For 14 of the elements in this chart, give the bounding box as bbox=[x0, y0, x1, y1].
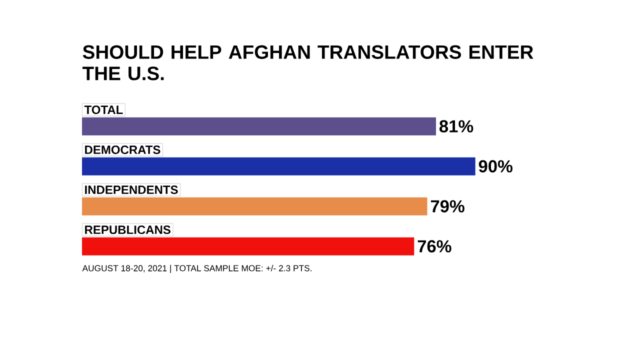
y-tick-label: INDEPENDENTS bbox=[85, 186, 178, 194]
data-label: 79% bbox=[430, 200, 464, 212]
data-label: 90% bbox=[478, 160, 512, 172]
chart-title: SHOULD HELP AFGHAN TRANSLATORS ENTER THE U.S. bbox=[82, 45, 534, 80]
y-tick-label: DEMOCRATS bbox=[85, 146, 160, 154]
y-tick-label: REPUBLICANS bbox=[85, 226, 170, 234]
data-label: 81% bbox=[439, 120, 474, 132]
bar bbox=[82, 237, 414, 256]
text: AUGUST 18-20, 2021 | TOTAL SAMPLE MOE: +/- 2.3 PTS. bbox=[82, 264, 312, 274]
data-label: 76% bbox=[418, 240, 452, 252]
bar bbox=[82, 117, 436, 136]
y-tick-label: TOTAL bbox=[84, 106, 123, 114]
bar bbox=[82, 157, 476, 176]
bar bbox=[82, 197, 428, 216]
